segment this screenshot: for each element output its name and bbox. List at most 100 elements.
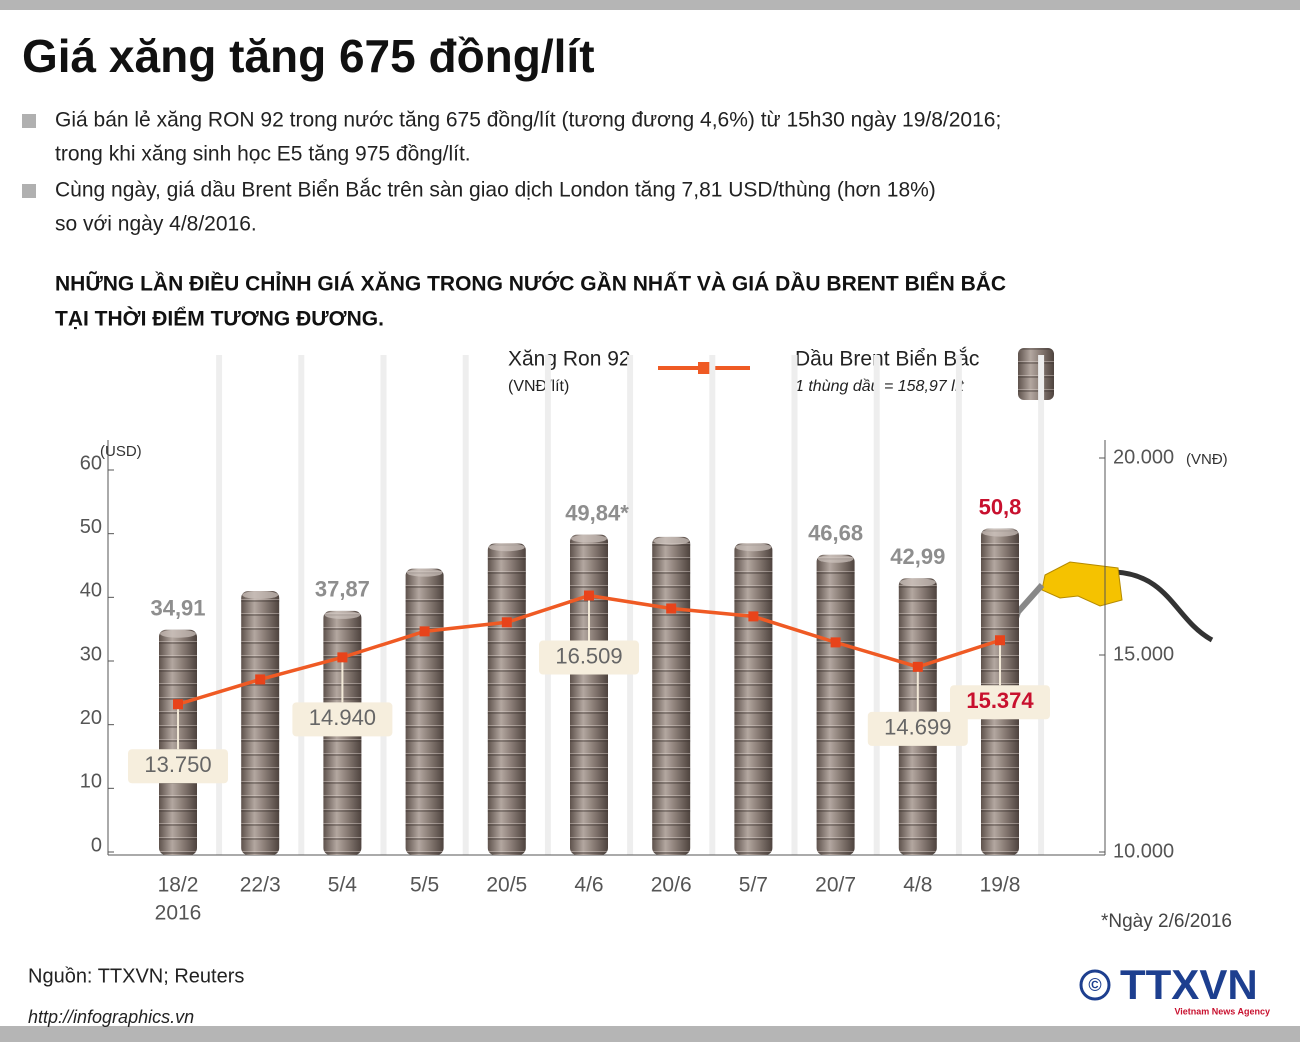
bar-value-label: 37,87 (315, 577, 370, 602)
column-band (1038, 355, 1045, 855)
barrel-top (735, 543, 772, 552)
barrel-ridges (652, 536, 691, 855)
bullet-text: so với ngày 4/8/2016. (55, 213, 257, 236)
label-box (539, 640, 639, 675)
x-tick-label: 20/5 (486, 874, 527, 897)
y2-tick-label: 20.000 (1113, 446, 1174, 468)
subtitle: NHỮNG LẦN ĐIỀU CHỈNH GIÁ XĂNG TRONG NƯỚC… (55, 272, 1006, 296)
y-tick-label: 30 (80, 643, 102, 665)
label-box (292, 702, 393, 737)
x-tick-label: 4/8 (903, 874, 932, 897)
line-marker (995, 635, 1005, 646)
nozzle (1041, 561, 1123, 607)
bar-value-label: 46,68 (808, 521, 863, 546)
x-tick-year: 2016 (155, 902, 202, 925)
footnote: *Ngày 2/6/2016 (1101, 911, 1232, 932)
label-box (950, 685, 1050, 720)
line-value-label: 15.374 (966, 688, 1034, 713)
bullet-text: Cùng ngày, giá dầu Brent Biển Bắc trên s… (55, 179, 936, 202)
bar-value-label: 34,91 (150, 596, 205, 621)
y-tick-label: 50 (80, 516, 102, 538)
bar-value-label: 49,84* (565, 500, 629, 525)
title: Giá xăng tăng 675 đồng/lít (22, 30, 595, 82)
line-marker (912, 661, 923, 672)
bottom-band (0, 1026, 1300, 1042)
y2-tick-label: 10.000 (1113, 840, 1174, 862)
x-tick-label: 20/6 (651, 874, 692, 897)
y2-axis-label: (VNĐ) (1186, 451, 1228, 468)
url: http://infographics.vn (28, 1007, 194, 1027)
x-tick-label: 5/7 (739, 874, 768, 897)
barrel-top (817, 554, 854, 563)
bullet-icon (22, 184, 36, 198)
column-band (709, 355, 716, 855)
bar-value-label: 42,99 (890, 544, 945, 569)
column-band (791, 355, 798, 855)
barrel-ridges (241, 590, 280, 855)
y-tick-label: 20 (80, 707, 102, 729)
column-band (955, 355, 962, 855)
line-marker (584, 590, 594, 601)
barrel-ridges (405, 568, 444, 855)
copyright-ring (1079, 969, 1111, 1001)
line-marker (666, 603, 677, 614)
x-tick-label: 22/3 (240, 874, 281, 897)
legend-barrel-ridges (1018, 348, 1054, 400)
line-value-label: 13.750 (144, 752, 211, 777)
legend-marker (698, 362, 710, 374)
line-marker (337, 652, 348, 663)
label-box (867, 711, 968, 746)
y-axis-label: (USD) (100, 443, 142, 460)
barrel-top (242, 590, 279, 599)
column-band (380, 355, 387, 855)
y2-tick-label: 15.000 (1113, 643, 1174, 665)
x-tick-label: 5/4 (328, 874, 358, 897)
line-value-label: 14.940 (309, 705, 376, 730)
column-band (298, 355, 305, 855)
label-box (128, 749, 228, 784)
column-band (462, 355, 469, 855)
hose (1114, 569, 1214, 643)
column-band (216, 355, 223, 855)
barrel-ridges (570, 534, 608, 855)
line-marker (173, 699, 183, 710)
legend-note: (VNĐ/lít) (508, 378, 569, 395)
copyright: © (1088, 975, 1101, 995)
line-value-label: 16.509 (555, 643, 622, 668)
bullet-text: Giá bán lẻ xăng RON 92 trong nước tăng 6… (55, 109, 1001, 132)
barrel-top (982, 528, 1018, 537)
x-tick-label: 19/8 (980, 874, 1021, 897)
barrel-top (653, 536, 690, 545)
barrel-top (406, 568, 443, 577)
x-tick-label: 18/2 (158, 874, 199, 897)
barrel-top (899, 578, 936, 587)
barrel-ridges (734, 543, 773, 855)
barrel-top (488, 543, 525, 552)
bullet-text: trong khi xăng sinh học E5 tăng 975 đồng… (55, 143, 471, 166)
x-tick-label: 20/7 (815, 874, 856, 897)
y-tick-label: 10 (80, 771, 102, 793)
y-tick-label: 0 (91, 834, 102, 856)
x-tick-label: 4/6 (574, 874, 603, 897)
subtitle: TẠI THỜI ĐIỂM TƯƠNG ĐƯƠNG. (55, 307, 384, 331)
line-marker (255, 674, 266, 685)
line-marker (419, 626, 430, 637)
top-band (0, 0, 1300, 10)
logo-sub: Vietnam News Agency (1174, 1006, 1270, 1016)
barrel-top (571, 534, 607, 543)
line-value-label: 14.699 (884, 715, 951, 740)
line-marker (748, 611, 759, 622)
x-tick-label: 5/5 (410, 874, 439, 897)
barrel-top (324, 610, 361, 619)
legend-label: Dầu Brent Biển Bắc (795, 348, 979, 371)
bar-value-label: 50,8 (979, 494, 1022, 519)
line-marker (501, 617, 512, 628)
logo: TTXVN (1120, 961, 1258, 1008)
column-band (873, 355, 880, 855)
column-band (544, 355, 551, 855)
y-tick-label: 40 (80, 580, 102, 602)
line-marker (830, 637, 841, 648)
source: Nguồn: TTXVN; Reuters (28, 965, 244, 987)
